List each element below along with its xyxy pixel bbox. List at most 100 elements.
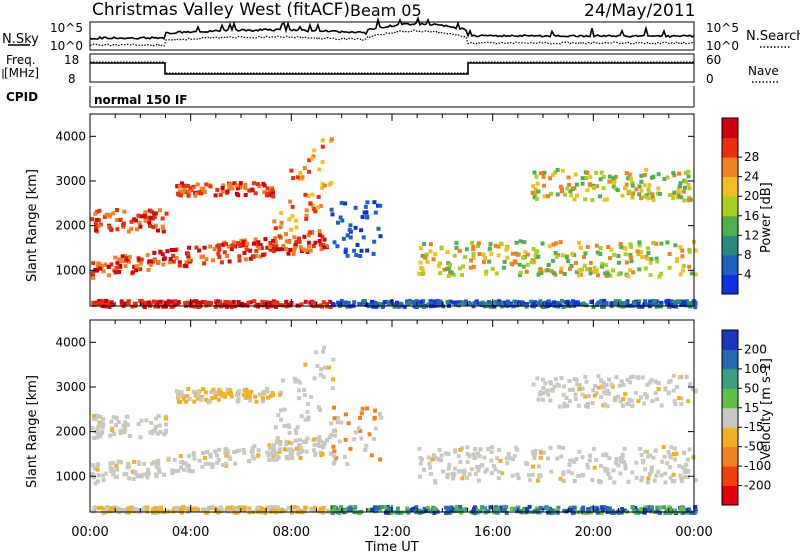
echo-cell <box>204 510 209 515</box>
echo-cell <box>643 299 648 304</box>
echo-cell <box>477 301 482 306</box>
echo-cell <box>353 205 358 210</box>
echo-cell <box>630 195 635 200</box>
echo-cell <box>669 302 674 307</box>
echo-cell <box>576 302 581 307</box>
echo-cell <box>259 246 264 251</box>
echo-cell <box>139 214 144 219</box>
echo-cell <box>471 264 476 269</box>
echo-cell <box>268 189 272 194</box>
echo-cell <box>287 430 292 435</box>
echo-cell <box>286 423 291 428</box>
echo-cell <box>348 235 353 240</box>
echo-cell <box>565 299 570 304</box>
echo-cell <box>278 442 283 447</box>
echo-cell <box>316 405 321 410</box>
echo-cell <box>363 447 368 452</box>
echo-cell <box>363 204 368 209</box>
echo-cell <box>602 505 607 510</box>
echo-cell <box>250 448 255 453</box>
echo-cell <box>606 391 611 396</box>
echo-cell <box>292 248 296 253</box>
echo-cell <box>93 417 98 422</box>
echo-cell <box>145 505 150 510</box>
echo-cell <box>107 509 112 514</box>
echo-cell <box>223 299 228 304</box>
colorbar-tick-label: -50 <box>744 440 764 454</box>
echo-cell <box>358 429 363 433</box>
echo-cell <box>201 451 206 455</box>
echo-cell <box>392 302 397 307</box>
echo-cell <box>639 179 644 184</box>
echo-cell <box>422 242 427 246</box>
echo-cell <box>288 199 293 204</box>
echo-cell <box>657 274 662 279</box>
power-ylabel: Slant Range [km] <box>25 169 40 282</box>
echo-cell <box>462 472 466 477</box>
echo-cell <box>429 301 434 306</box>
echo-cell <box>293 438 298 443</box>
echo-cell <box>222 250 227 255</box>
nsky-right-tick-top: 10^5 <box>706 21 739 35</box>
colorbar-segment <box>722 254 738 275</box>
echo-cell <box>604 391 609 396</box>
echo-cell <box>468 265 473 270</box>
echo-cell <box>289 453 294 458</box>
echo-cell <box>531 382 536 387</box>
echo-cell <box>100 429 105 434</box>
echo-cell <box>173 299 178 304</box>
echo-cell <box>536 254 541 259</box>
echo-cell <box>176 389 180 394</box>
echo-cell <box>127 259 131 264</box>
echo-cell <box>237 254 242 259</box>
nsky-right-tick-bottom: 10^0 <box>706 39 739 53</box>
echo-cell <box>384 299 389 304</box>
echo-cell <box>101 422 106 426</box>
echo-cell <box>575 382 580 387</box>
echo-cell <box>411 506 416 511</box>
echo-cell <box>322 441 327 446</box>
echo-cell <box>395 510 400 515</box>
echo-cell <box>610 384 615 389</box>
echo-cell <box>671 373 676 378</box>
echo-cell <box>649 505 654 510</box>
echo-cell <box>313 506 317 511</box>
echo-cell <box>127 464 131 469</box>
echo-cell <box>402 304 407 309</box>
echo-cell <box>332 449 337 454</box>
echo-cell <box>645 246 650 251</box>
echo-cell <box>96 431 101 436</box>
echo-cell <box>256 243 261 248</box>
echo-cell <box>311 448 316 453</box>
echo-cell <box>601 385 606 390</box>
echo-cell <box>291 251 296 256</box>
echo-cell <box>370 299 374 304</box>
echo-cell <box>270 243 275 248</box>
echo-cell <box>636 399 641 404</box>
echo-cell <box>428 465 433 470</box>
echo-cell <box>502 259 507 264</box>
echo-cell <box>515 252 520 257</box>
echo-cell <box>110 466 115 471</box>
echo-cell <box>243 193 248 197</box>
echo-cell <box>662 454 667 459</box>
echo-cell <box>465 451 470 456</box>
echo-cell <box>305 409 310 414</box>
echo-cell <box>675 384 679 389</box>
echo-cell <box>480 463 485 468</box>
echo-cell <box>577 387 582 392</box>
echo-cell <box>649 469 654 474</box>
echo-cell <box>362 299 367 304</box>
echo-cell <box>218 505 223 510</box>
echo-cell <box>152 211 157 216</box>
echo-cell <box>264 450 269 455</box>
echo-cell <box>90 217 95 222</box>
echo-cell <box>343 301 348 306</box>
echo-cell <box>595 510 600 515</box>
echo-cell <box>619 379 624 384</box>
echo-cell <box>253 394 258 399</box>
echo-cell <box>566 302 571 307</box>
echo-cell <box>116 420 121 424</box>
echo-cell <box>660 459 665 464</box>
echo-cell <box>532 455 537 460</box>
